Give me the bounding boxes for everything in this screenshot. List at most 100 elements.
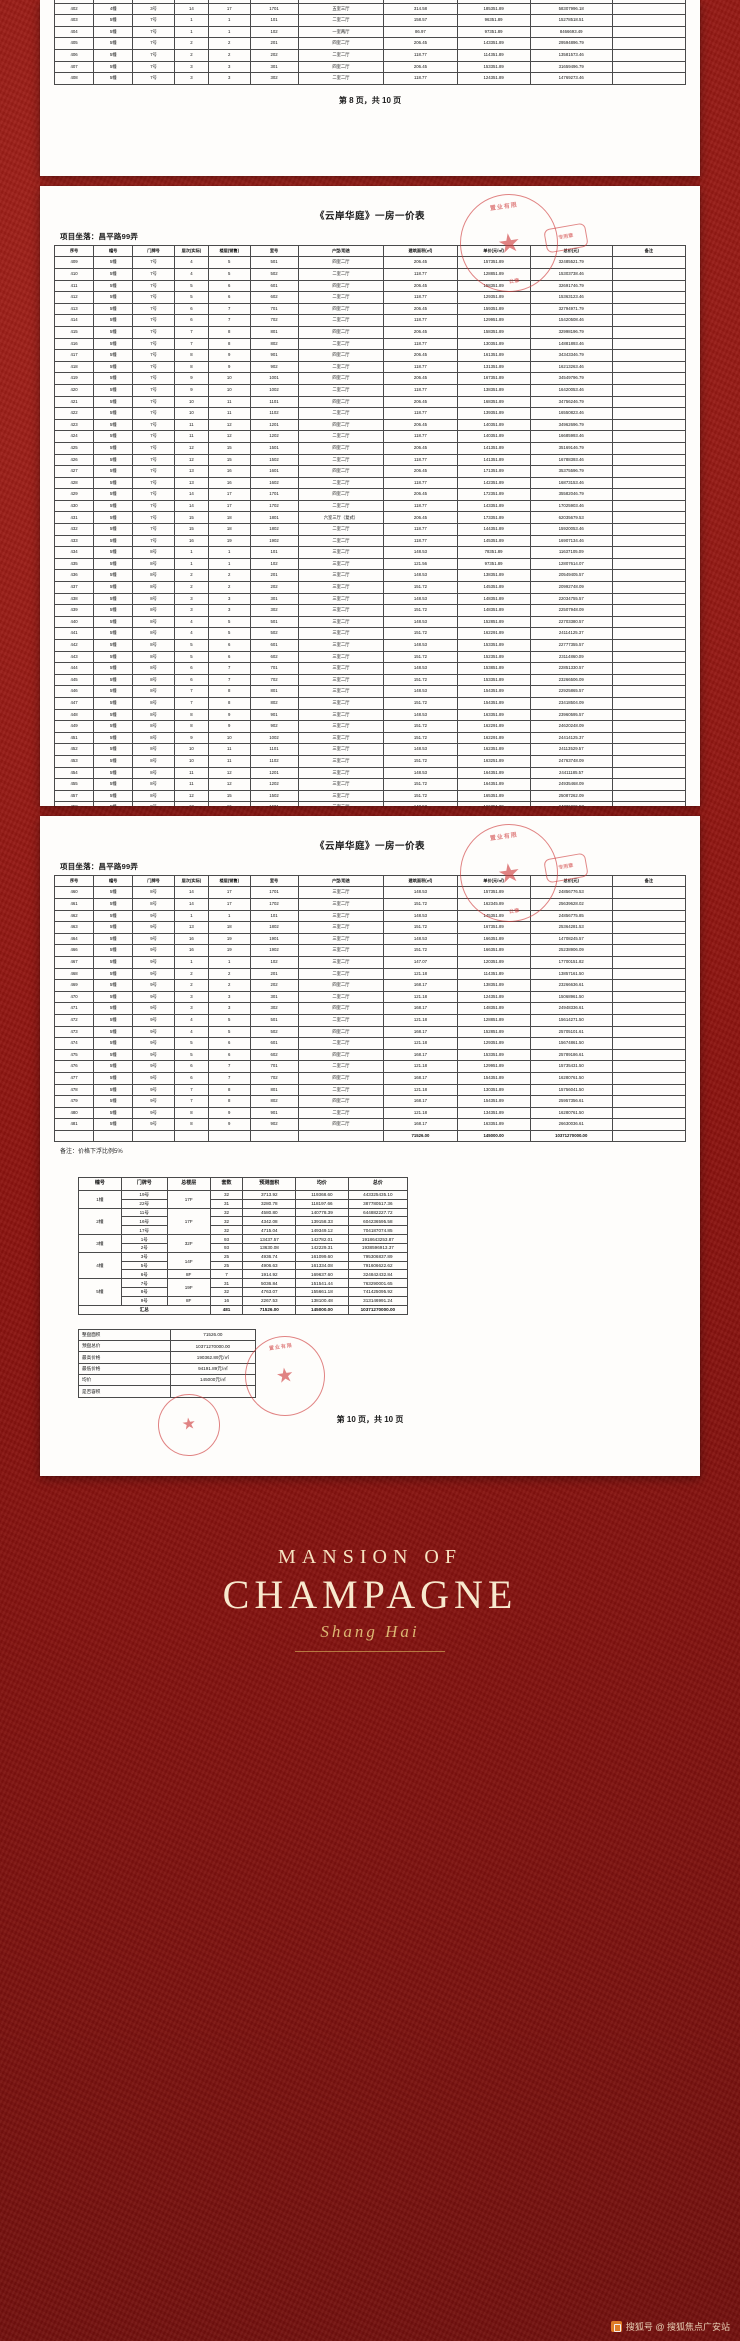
table-row: 481 5幢 9号 8 9 902 四室二厅 168.17 163351.89 26630036.… — [53, 1118, 687, 1131]
cell-3: 4 — [173, 1013, 209, 1027]
cell-6: 三室二厅 — [297, 932, 385, 946]
cell-6: 四室二厅 — [297, 488, 385, 501]
document-page-8: 4014幢3号13161602四室二厅196.84167351.89329415… — [40, 0, 700, 176]
cell-1: 5幢 — [93, 650, 134, 664]
cell-2: 8号 — [132, 581, 175, 594]
cell-6: 二室二厅 — [297, 360, 385, 374]
cell-0: 436 — [53, 569, 95, 583]
summary-area: 4763.07 — [242, 1287, 297, 1297]
cell-0: 421 — [53, 395, 95, 409]
cell-7: 151.72 — [383, 731, 458, 745]
cell-1: 5幢 — [93, 418, 134, 432]
price-table-page10: 序号 幢号 门牌号 层次(实际) 楼层(销售) 室号 户型/用途 建筑面积(㎡) 单价(元/㎡)… — [53, 874, 687, 1143]
cell-3: 5 — [173, 1048, 209, 1062]
cell-6: 二室二厅 — [297, 337, 385, 351]
table-row: 403 5幢 7号 1 1 101 二室二厅 158.57 96351.89 15278518.5… — [53, 14, 687, 27]
cell-4: 8 — [207, 1095, 251, 1108]
cell-2: 7号 — [132, 383, 175, 397]
table-row: 471 5幢 9号 3 3 302 四室二厅 168.17 148351.89 24948336.… — [53, 1002, 687, 1015]
cell-6: 四室二厅 — [297, 465, 385, 478]
cell-2: 8号 — [132, 766, 175, 780]
cell-10 — [611, 25, 687, 39]
summary-total: 791606622.62 — [347, 1260, 409, 1271]
summary-area: 3280.78 — [242, 1198, 297, 1209]
cell-9: 22507948.09 — [529, 604, 613, 617]
cell-4: 5 — [207, 1013, 251, 1027]
cell-8: 138351.89 — [456, 569, 531, 583]
cell-2: 9号 — [132, 1083, 175, 1097]
cell-10 — [611, 407, 687, 420]
cell-2: 9号 — [132, 1071, 175, 1085]
cell-10 — [611, 1013, 687, 1027]
cell-6: 四室二厅 — [297, 1048, 385, 1062]
cell-4: 10 — [207, 731, 251, 745]
cell-5: 302 — [249, 604, 299, 617]
cell-2: 7号 — [132, 25, 175, 39]
summary-units: 32 — [209, 1216, 244, 1227]
summary-avg: 151541.44 — [295, 1278, 349, 1289]
table-row: 421 5幢 7号 10 11 1101 四室二厅 206.45 168351.89 347562… — [53, 395, 687, 409]
cell-7: 168.17 — [383, 979, 458, 992]
cell-6: 二室二厅 — [297, 430, 385, 443]
cell-1: 5幢 — [93, 325, 134, 339]
cell-5: 201 — [249, 37, 299, 50]
cell-7: 118.77 — [383, 430, 458, 443]
table-row: 475 5幢 9号 5 6 602 四室二厅 168.17 153351.89 25789186.… — [53, 1048, 687, 1062]
cell-8: 164351.89 — [456, 778, 531, 791]
summary-row: 2幢 11号 17F 32 4580.80 140778.39 644882227.72 — [78, 1207, 409, 1236]
cell-7: 206.45 — [383, 325, 458, 339]
table-row: 447 5幢 8号 7 8 802 三室二厅 151.72 154351.89 23418504.… — [53, 696, 687, 710]
cell-7: 168.17 — [383, 1118, 458, 1131]
cell-3: 3 — [173, 60, 209, 74]
summary-total: 704187074.85 — [347, 1225, 409, 1236]
cell-10 — [611, 592, 687, 606]
cell-0: 409 — [53, 256, 95, 269]
cell-3: 14 — [173, 2, 209, 16]
cell-0: 460 — [53, 886, 95, 899]
cell-1: 5幢 — [93, 944, 134, 957]
cell-6: 二室二厅 — [297, 1037, 385, 1050]
cell-5: 702 — [249, 314, 299, 327]
col-header-4: 楼层(销售) — [207, 244, 251, 258]
cell-7: 86.97 — [383, 25, 458, 39]
cell-5: 1202 — [249, 430, 299, 443]
cell-2: 7号 — [132, 441, 175, 455]
summary-door: 7号 — [120, 1278, 168, 1289]
cell-10 — [611, 990, 687, 1004]
table-row: 425 5幢 7号 12 15 1501 四室二厅 206.45 141351.89 351691… — [53, 441, 687, 455]
summary-total: 604236595.58 — [347, 1216, 409, 1227]
cell-7: 206.45 — [383, 441, 458, 455]
cell-0: 451 — [53, 731, 95, 745]
cell-3: 4 — [173, 627, 209, 640]
cell-2: 7号 — [132, 256, 175, 269]
cell-3: 5 — [173, 279, 209, 293]
cell-8: 172351.89 — [456, 488, 531, 501]
cell-9: 23266636.61 — [529, 979, 613, 992]
cell-6: 二室二厅 — [297, 453, 385, 467]
cell-10 — [611, 1129, 687, 1143]
cell-9: 15303738.46 — [529, 268, 613, 281]
cell-5: 601 — [249, 639, 299, 652]
cell-5: 602 — [249, 1048, 299, 1062]
summary-table: 幢号 门牌号 总楼层 套数 预测面积 均价 总价 1幢 19号 17F 32 3713.92 1193… — [78, 1177, 409, 1315]
cell-8: 130351.89 — [456, 337, 531, 351]
cell-4: 18 — [207, 523, 251, 536]
cell-6: 四室二厅 — [297, 37, 385, 50]
sohu-account-tag[interactable]: 搜狐号 @ 搜狐焦点广安站 — [610, 2320, 730, 2333]
table-row: 442 5幢 8号 5 6 601 三室二厅 148.53 153351.89 22777355.… — [53, 639, 687, 652]
cell-6: 四室二厅 — [297, 441, 385, 455]
cell-0: 424 — [53, 430, 95, 443]
cell-7: 206.45 — [383, 372, 458, 385]
cell-10 — [611, 557, 687, 571]
cell-1: 5幢 — [93, 511, 134, 525]
summary-floors: 14F — [166, 1251, 211, 1271]
cell-1: 5幢 — [93, 990, 134, 1004]
cell-3: 6 — [173, 662, 209, 675]
table-row: 438 5幢 8号 3 3 301 三室二厅 148.53 148351.89 22034755.… — [53, 592, 687, 606]
cell-1: 5幢 — [93, 372, 134, 385]
summary-door: 17号 — [120, 1225, 168, 1236]
cell-6: 二室二厅 — [297, 268, 385, 281]
cell-2: 8号 — [132, 685, 175, 698]
cell-7: 121.18 — [383, 1037, 458, 1050]
cell-10 — [611, 349, 687, 362]
